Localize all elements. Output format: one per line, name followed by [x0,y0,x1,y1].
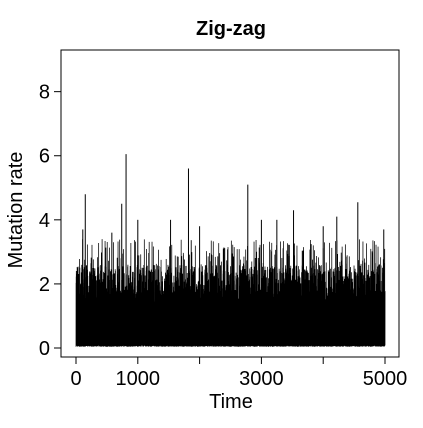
chart-title: Zig-zag [196,18,266,40]
x-tick-label: 5000 [363,368,408,390]
y-tick-label: 8 [39,82,50,104]
y-axis-label: Mutation rate [5,152,27,269]
y-tick-label: 6 [39,146,50,168]
y-tick-label: 4 [39,210,50,232]
y-axis: 0 2 4 6 8 [39,82,62,360]
series-line [75,239,386,347]
x-tick-label: 0 [70,368,81,390]
y-tick-label: 0 [39,338,50,360]
x-axis-label: Time [209,391,253,413]
x-tick-label: 3000 [239,368,284,390]
x-tick-label: 1000 [116,368,161,390]
x-axis: 0 1000 3000 5000 [70,356,408,390]
series-layer [75,154,386,347]
y-tick-label: 2 [39,274,50,296]
